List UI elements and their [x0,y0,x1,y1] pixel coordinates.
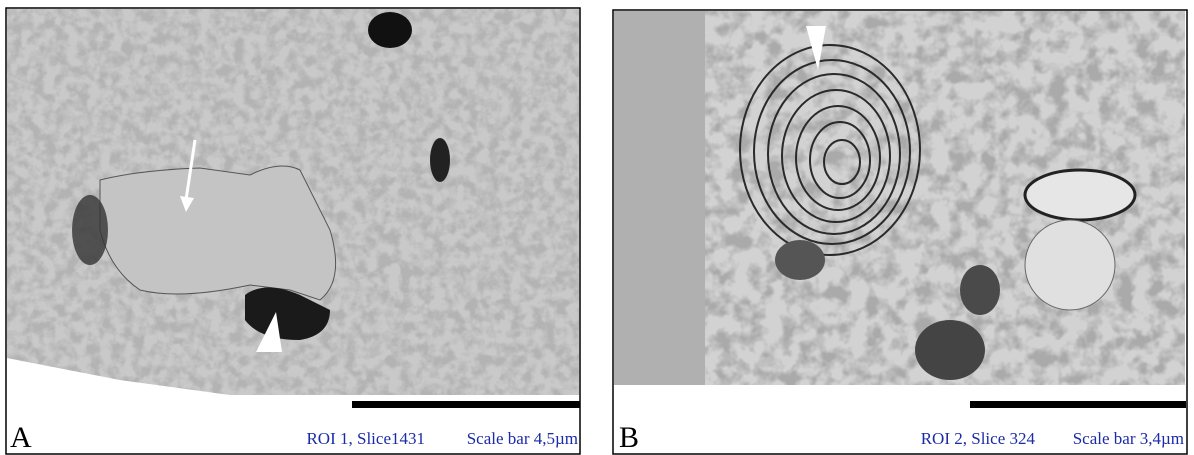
panel-label: A [10,421,32,454]
arrowhead [806,26,826,70]
scale-label: Scale bar 3,4µm [1073,429,1184,448]
panel-label: B [619,421,639,454]
caption: ROI 2, Slice 324 [921,429,1036,448]
arrowhead [180,196,194,212]
scale-bar [352,401,580,408]
scale-bar [970,401,1186,408]
micrograph [7,9,579,395]
panel-b: B ROI 2, Slice 324 Scale bar 3,4µm [612,9,1188,455]
micrograph [705,11,1185,385]
caption: ROI 1, Slice1431 [306,429,425,448]
panel-a: A ROI 1, Slice1431 Scale bar 4,5µm [5,7,581,455]
arrowhead [256,312,282,352]
scale-label: Scale bar 4,5µm [467,429,578,448]
arrow [184,139,197,201]
gray-block [614,11,705,385]
